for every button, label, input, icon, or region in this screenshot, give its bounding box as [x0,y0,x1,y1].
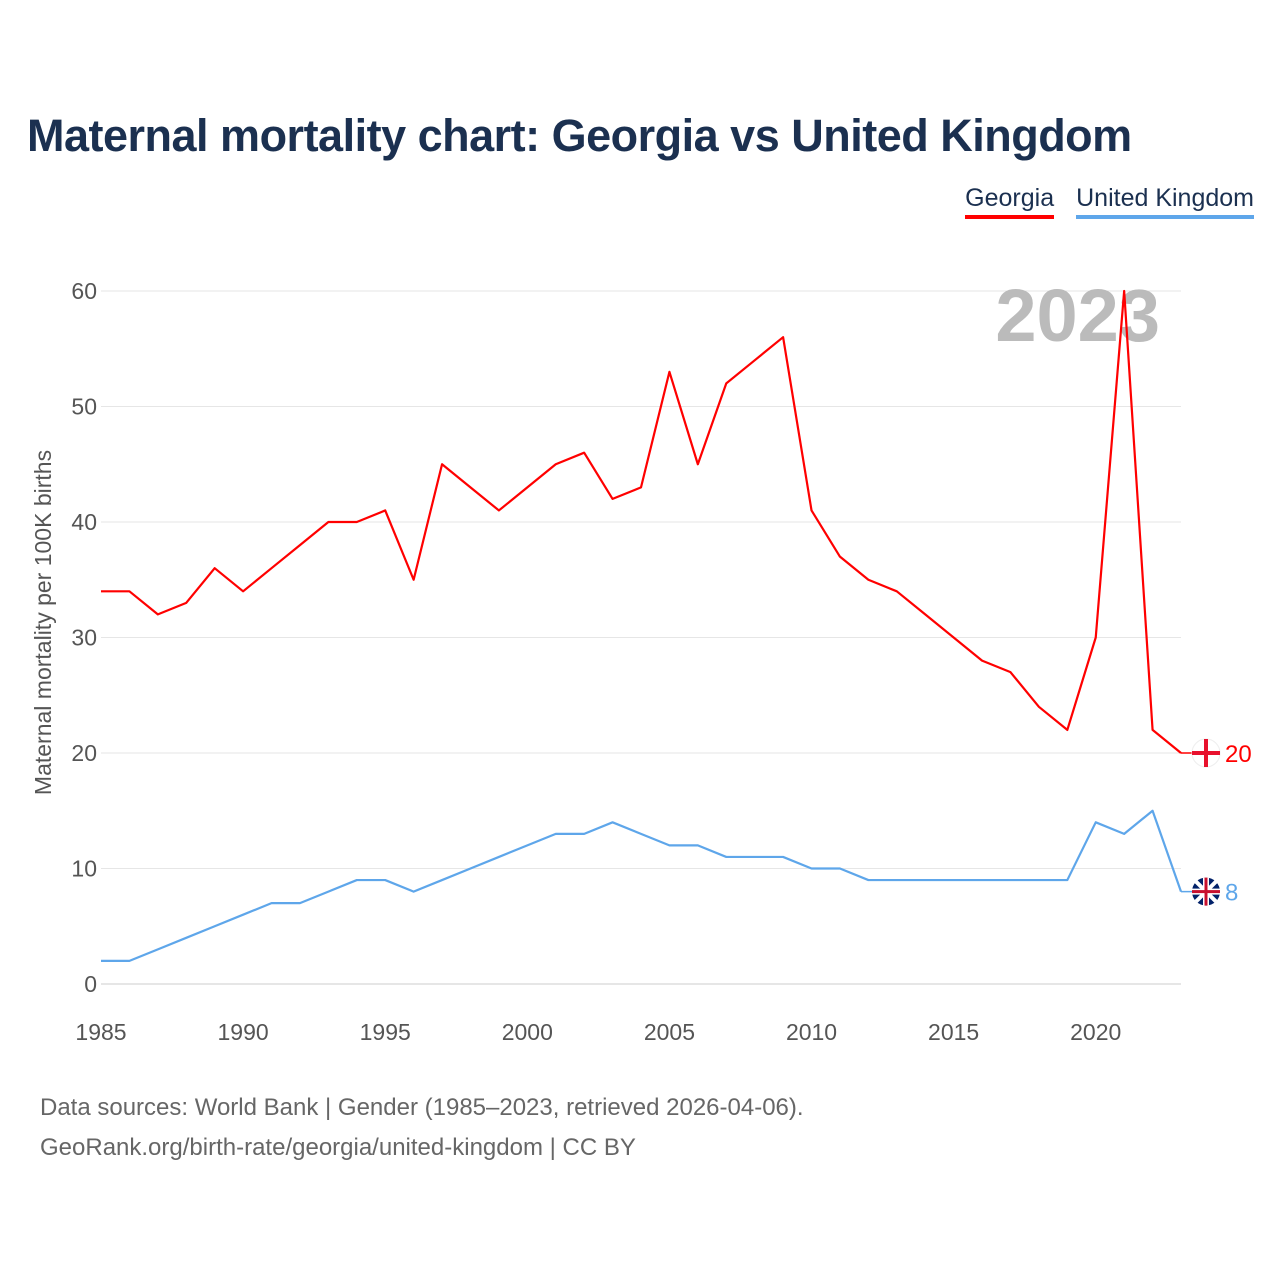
y-axis-label: Maternal mortality per 100K births [30,450,56,795]
x-tick-label: 1995 [360,1019,411,1045]
y-tick-label: 10 [71,856,97,882]
legend-united-kingdom[interactable]: United Kingdom [1076,184,1254,219]
end-value-label: 8 [1225,880,1238,907]
y-tick-label: 20 [71,740,97,766]
year-label: 2023 [995,274,1160,357]
series-line-georgia [101,289,1182,754]
source-url[interactable]: GeoRank.org/birth-rate/georgia/united-ki… [40,1134,636,1161]
x-tick-label: 2015 [928,1019,979,1045]
y-tick-label: 60 [71,278,97,304]
x-tick-label: 2020 [1070,1019,1121,1045]
x-tick-label: 2000 [502,1019,553,1045]
y-tick-label: 50 [71,394,97,420]
data-source: Data sources: World Bank | Gender (1985–… [40,1094,804,1121]
x-tick-label: 2005 [644,1019,695,1045]
end-value-label: 20 [1225,741,1252,768]
y-tick-label: 30 [71,625,97,651]
x-tick-label: 2010 [786,1019,837,1045]
series-line-united-kingdom [101,809,1183,963]
legend-georgia[interactable]: Georgia [965,184,1055,219]
legend: Georgia United Kingdom [965,184,1254,219]
y-tick-label: 0 [84,971,97,997]
uk-flag-icon [1192,890,1220,894]
x-tick-label: 1985 [75,1019,126,1045]
x-tick-label: 1990 [218,1019,269,1045]
chart-title: Maternal mortality chart: Georgia vs Uni… [27,110,1132,161]
footer: Data sources: World Bank | Gender (1985–… [40,1088,804,1168]
y-tick-label: 40 [71,509,97,535]
georgia-flag-icon [1192,751,1220,755]
